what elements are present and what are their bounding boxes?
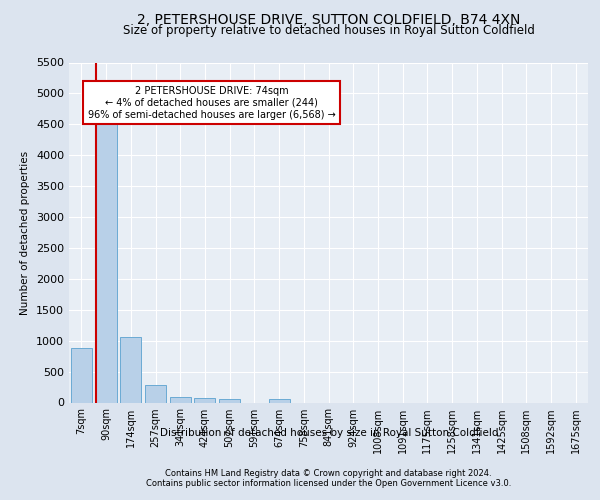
Bar [170,397,191,402]
Text: Contains HM Land Registry data © Crown copyright and database right 2024.: Contains HM Land Registry data © Crown c… [166,470,492,478]
Text: Distribution of detached houses by size in Royal Sutton Coldfield: Distribution of detached houses by size … [160,428,498,438]
Text: 2 PETERSHOUSE DRIVE: 74sqm
← 4% of detached houses are smaller (244)
96% of semi: 2 PETERSHOUSE DRIVE: 74sqm ← 4% of detac… [88,86,335,120]
Bar [95,121,116,402]
Text: Contains public sector information licensed under the Open Government Licence v3: Contains public sector information licen… [146,480,511,488]
Bar [71,348,92,403]
Bar [219,399,240,402]
Bar [120,337,141,402]
Bar [194,398,215,402]
Bar [145,385,166,402]
Text: 2, PETERSHOUSE DRIVE, SUTTON COLDFIELD, B74 4XN: 2, PETERSHOUSE DRIVE, SUTTON COLDFIELD, … [137,12,520,26]
Text: Size of property relative to detached houses in Royal Sutton Coldfield: Size of property relative to detached ho… [123,24,535,37]
Bar [269,399,290,402]
Y-axis label: Number of detached properties: Number of detached properties [20,150,31,314]
